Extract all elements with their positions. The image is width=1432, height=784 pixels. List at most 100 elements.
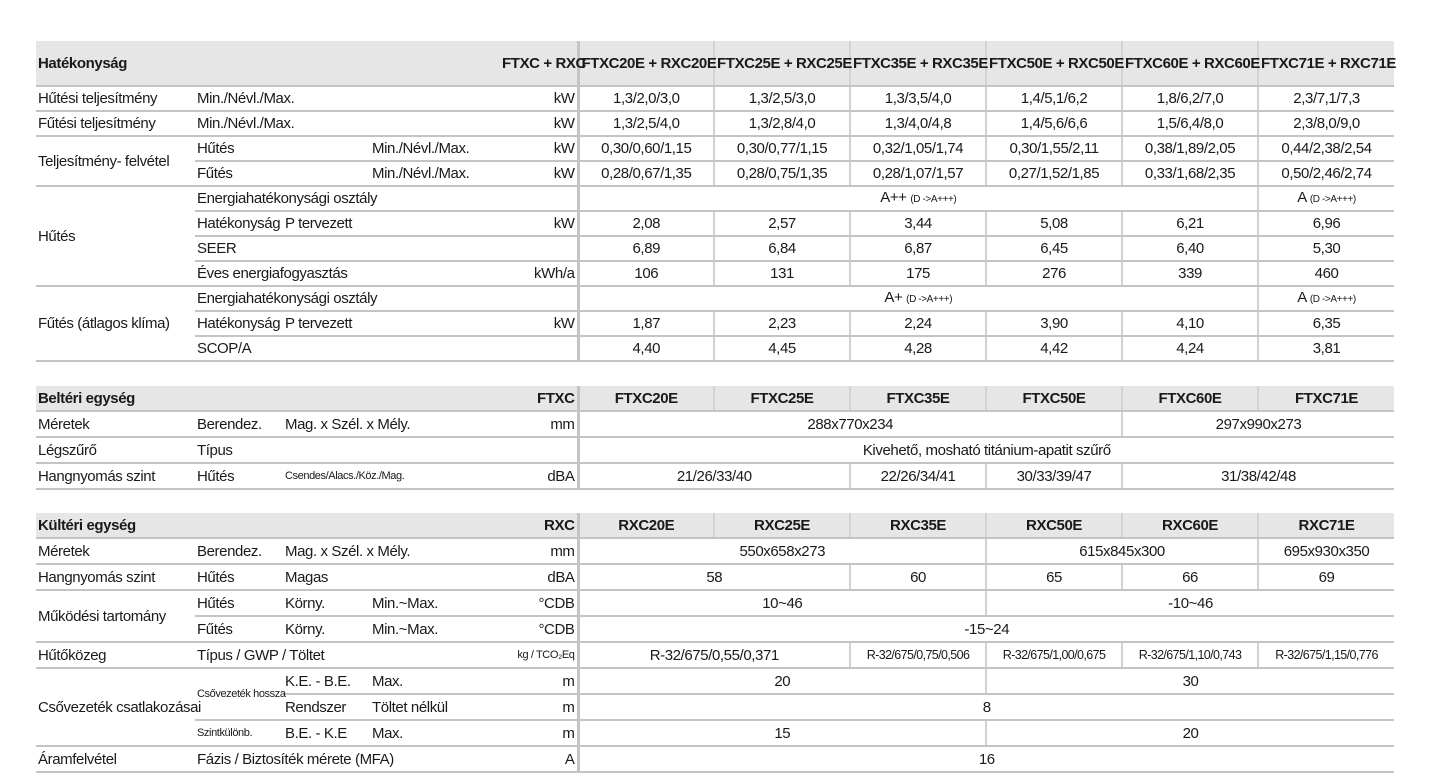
unit-label: kg / TCO₂Eq: [500, 642, 580, 669]
row-label: Hűtés: [195, 136, 370, 162]
row-label: Csendes/Alacs./Köz./Mag.: [283, 463, 501, 490]
row-label: Típus / GWP / Töltet: [195, 642, 501, 669]
model-header: FTXC60E + RXC60E: [1121, 41, 1260, 87]
row-label: Fűtés (átlagos klíma): [36, 286, 195, 362]
model-header: FTXC25E: [713, 386, 851, 412]
row-label: Hűtési teljesítmény: [36, 86, 195, 112]
value-cell: 276: [985, 261, 1123, 287]
unit-label: kW: [500, 311, 580, 337]
unit-label: °CDB: [500, 616, 580, 643]
model-header: FTXC71E + RXC71E: [1257, 41, 1396, 87]
row-label: K.E. - B.E.: [283, 668, 370, 695]
value-cell: 3,44: [849, 211, 987, 237]
row-label: Berendez.: [195, 538, 283, 565]
row-label: P tervezett: [283, 211, 501, 237]
value-cell: 0,50/2,46/2,74: [1257, 161, 1395, 187]
unit-label: kW: [500, 111, 580, 137]
value-cell: 0,30/1,55/2,11: [985, 136, 1123, 162]
unit-label: °CDB: [500, 590, 580, 617]
energy-class-cell: A (D ->A+++): [1257, 286, 1395, 312]
value-cell: 6,84: [713, 236, 851, 262]
table-row: Hűtési teljesítmény Min./Névl./Max. kW 1,3/…: [36, 86, 1395, 112]
row-label: Működési tartomány: [36, 590, 195, 643]
value-cell: R-32/675/1,10/0,743: [1121, 642, 1259, 669]
value-cell: 31/38/42/48: [1121, 463, 1395, 490]
value-cell: 460: [1257, 261, 1395, 287]
row-label: Méretek: [36, 538, 195, 565]
value-cell: 5,08: [985, 211, 1123, 237]
row-label: Fűtés: [195, 616, 283, 643]
row-label: Min./Névl./Max.: [195, 111, 501, 137]
value-cell: 0,32/1,05/1,74: [849, 136, 987, 162]
table-header-row: Beltéri egység FTXC FTXC20E FTXC25E FTXC35E F…: [36, 386, 1395, 412]
value-cell: 22/26/34/41: [849, 463, 987, 490]
value-cell: 1,3/2,0/3,0: [577, 86, 715, 112]
row-label: Méretek: [36, 411, 195, 438]
unit-label: [500, 437, 580, 464]
value-cell: Kivehető, mosható titánium-apatit szűrő: [577, 437, 1395, 464]
value-cell: 20: [577, 668, 987, 695]
row-label: Hűtőközeg: [36, 642, 195, 669]
value-cell: 60: [849, 564, 987, 591]
value-cell: 1,87: [577, 311, 715, 337]
value-cell: 2,08: [577, 211, 715, 237]
unit-label: m: [500, 720, 580, 747]
energy-class: A: [1297, 189, 1307, 206]
unit-label: FTXC + RXC: [500, 41, 586, 87]
value-cell: 6,35: [1257, 311, 1395, 337]
model-header: FTXC25E + RXC25E: [713, 41, 852, 87]
row-label: Energiahatékonysági osztály: [195, 186, 501, 212]
table-row: Fűtés Min./Névl./Max. kW 0,28/0,67/1,35 0,28…: [36, 161, 1395, 187]
row-label: Max.: [370, 668, 501, 695]
row-label: Min.~Max.: [370, 616, 501, 643]
row-label: Csővezeték csatlakozásai: [36, 668, 201, 747]
value-cell: 695x930x350: [1257, 538, 1395, 565]
value-cell: 4,40: [577, 336, 715, 362]
value-cell: 1,3/2,5/3,0: [713, 86, 851, 112]
value-cell: 1,5/6,4/8,0: [1121, 111, 1259, 137]
value-cell: 0,44/2,38/2,54: [1257, 136, 1395, 162]
row-label: Mag. x Szél. x Mély.: [283, 411, 501, 438]
row-label: Hangnyomás szint: [36, 463, 195, 490]
energy-class-range: (D ->A+++): [906, 294, 953, 305]
unit-label: kW: [500, 86, 580, 112]
value-cell: 16: [577, 746, 1395, 773]
energy-class: A+: [884, 289, 903, 306]
table-row: Fűtés Körny. Min.~Max. °CDB -15~24: [36, 616, 1395, 643]
value-cell: 288x770x234: [577, 411, 1123, 438]
row-label: Berendez.: [195, 411, 283, 438]
value-cell: 6,87: [849, 236, 987, 262]
value-cell: 15: [577, 720, 987, 747]
row-label: Min.~Max.: [370, 590, 501, 617]
value-cell: 6,21: [1121, 211, 1259, 237]
value-cell: 65: [985, 564, 1123, 591]
table-row: Hatékonyság P tervezett kW 1,87 2,23 2,24 3,90…: [36, 311, 1395, 337]
row-label: Min./Névl./Max.: [370, 161, 501, 187]
table-row: Szintkülönb. B.E. - K.E Max. m 15 20: [36, 720, 1395, 747]
table-row: Rendszer Töltet nélkül m 8: [36, 694, 1395, 721]
model-header: RXC25E: [713, 513, 851, 539]
table-row: Fűtés (átlagos klíma) Energiahatékonysági…: [36, 286, 1395, 362]
row-label: Hatékonyság: [195, 311, 283, 337]
row-label: Fűtési teljesítmény: [36, 111, 195, 137]
model-header: FTXC60E: [1121, 386, 1259, 412]
value-cell: 8: [577, 694, 1395, 721]
value-cell: 0,28/1,07/1,57: [849, 161, 987, 187]
row-label: Min./Névl./Max.: [195, 86, 501, 112]
value-cell: 6,45: [985, 236, 1123, 262]
value-cell: 3,90: [985, 311, 1123, 337]
energy-class-range: (D ->A+++): [910, 194, 957, 205]
value-cell: 4,45: [713, 336, 851, 362]
value-cell: 4,28: [849, 336, 987, 362]
value-cell: 20: [985, 720, 1395, 747]
value-cell: R-32/675/1,15/0,776: [1257, 642, 1395, 669]
unit-label: kWh/a: [500, 261, 580, 287]
row-label: Típus: [195, 437, 501, 464]
table-row: Hangnyomás szint Hűtés Csendes/Alacs./Köz.…: [36, 463, 1395, 490]
value-cell: 106: [577, 261, 715, 287]
value-cell: 0,28/0,67/1,35: [577, 161, 715, 187]
model-header: RXC35E: [849, 513, 987, 539]
row-label: Fázis / Biztosíték mérete (MFA): [195, 746, 501, 773]
table-header-row: Kültéri egység RXC RXC20E RXC25E RXC35E RXC50…: [36, 513, 1395, 539]
value-cell: 1,3/3,5/4,0: [849, 86, 987, 112]
